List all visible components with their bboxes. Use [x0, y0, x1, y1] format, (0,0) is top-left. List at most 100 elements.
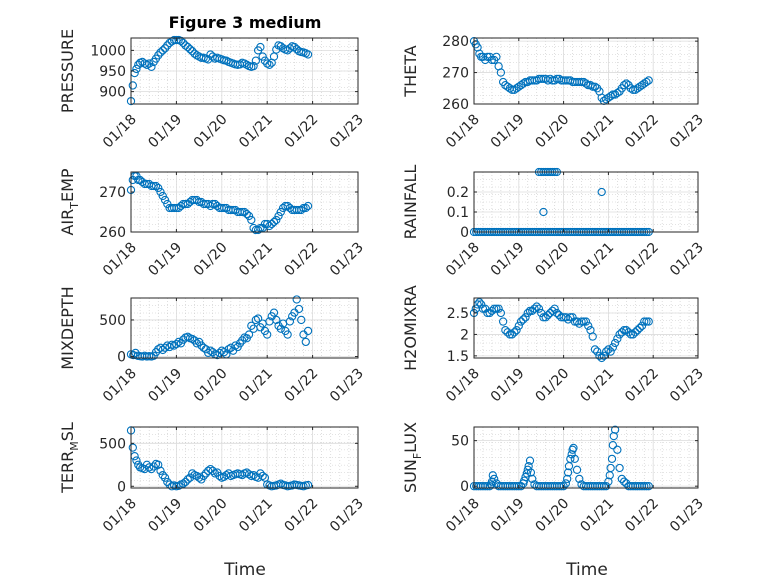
- data-point: [301, 337, 310, 347]
- x-tick-label: 01/20: [533, 366, 573, 406]
- subplot-terr-msl: 01/18 01/19 01/20 01/21 01/22 01/23 0 500 TERRMS…: [58, 422, 367, 535]
- data-point: [263, 330, 272, 339]
- data-point: [570, 454, 579, 464]
- data-point: [610, 338, 620, 348]
- x-tick-label: 01/23: [327, 112, 367, 152]
- data-point: [251, 315, 260, 325]
- data-point: [147, 464, 156, 474]
- data-point: [299, 203, 308, 213]
- data-point: [490, 474, 499, 484]
- data-point: [519, 315, 528, 324]
- data-point: [219, 347, 229, 357]
- data-point: [301, 203, 310, 213]
- data-point: [265, 60, 274, 69]
- data-point: [183, 475, 192, 484]
- data-point: [530, 304, 539, 313]
- x-tick-label: 01/20: [533, 496, 573, 536]
- data-point: [213, 350, 222, 360]
- data-point: [607, 454, 617, 464]
- data-point: [622, 79, 631, 88]
- data-point: [512, 325, 521, 335]
- y-axis-label: SUNFLUX: [401, 422, 424, 493]
- data-point: [172, 35, 181, 45]
- data-point: [128, 443, 137, 452]
- data-point: [563, 474, 572, 484]
- data-point: [631, 328, 640, 337]
- x-tick-label: 01/21: [577, 112, 617, 152]
- y-tick-label: 280: [442, 34, 469, 50]
- data-point: [483, 308, 492, 318]
- x-tick-label: 01/19: [488, 240, 528, 280]
- data-point: [163, 41, 172, 50]
- data-point: [577, 317, 586, 326]
- x-axis-label-right: Time: [565, 560, 608, 580]
- data-point: [185, 44, 195, 54]
- data-point: [526, 468, 536, 477]
- x-tick-label: 01/23: [667, 112, 707, 152]
- data-point: [644, 317, 653, 326]
- data-point: [165, 342, 174, 352]
- x-tick-label: 01/18: [100, 112, 140, 152]
- data-point: [158, 46, 167, 55]
- data-point: [208, 466, 217, 475]
- data-point: [586, 80, 595, 90]
- y-axis-label: TERRMSL: [58, 422, 81, 494]
- data-point: [568, 313, 577, 322]
- y-tick-label: 0.2: [447, 185, 469, 201]
- x-tick-label: 01/21: [236, 366, 276, 406]
- data-point: [269, 308, 279, 317]
- data-point: [628, 330, 638, 339]
- x-tick-label: 01/21: [236, 240, 276, 280]
- data-point: [532, 302, 541, 311]
- data-point: [276, 207, 285, 217]
- data-point: [644, 482, 653, 491]
- data-point: [192, 195, 201, 205]
- y-axis-label: PRESSURE: [58, 29, 77, 113]
- y-tick-label: 0: [460, 225, 469, 241]
- data-point: [181, 477, 190, 487]
- x-tick-label: 01/19: [145, 112, 185, 152]
- y-tick-label: 0: [117, 350, 126, 366]
- figure-title: Figure 3 medium: [169, 13, 322, 32]
- x-tick-label: 01/22: [282, 112, 322, 152]
- data-point: [181, 199, 190, 209]
- data-point: [172, 203, 181, 213]
- data-point: [249, 61, 258, 71]
- data-point: [505, 330, 514, 339]
- data-point: [238, 207, 247, 217]
- axes-box: [473, 426, 699, 489]
- data-point: [590, 82, 600, 91]
- data-point: [128, 81, 137, 90]
- data-point: [619, 80, 629, 90]
- data-point: [303, 201, 313, 211]
- data-point: [557, 482, 566, 491]
- x-tick-label: 01/20: [191, 112, 231, 152]
- data-point: [253, 225, 263, 235]
- data-point: [640, 482, 649, 491]
- data-point: [276, 324, 285, 333]
- x-tick-label: 01/20: [191, 366, 231, 406]
- data-point: [615, 330, 624, 339]
- x-tick-label: 01/22: [622, 496, 662, 536]
- data-point: [550, 304, 559, 313]
- data-point: [297, 315, 306, 325]
- data-point: [490, 304, 499, 313]
- data-point: [292, 295, 301, 304]
- data-point: [272, 315, 281, 325]
- data-point: [496, 308, 506, 318]
- data-point: [577, 77, 586, 87]
- data-point: [206, 50, 215, 59]
- data-point: [608, 343, 618, 352]
- data-point: [149, 462, 158, 471]
- data-point: [602, 482, 611, 491]
- x-tick-label: 01/23: [327, 496, 367, 536]
- subplot-theta: 01/18 01/19 01/20 01/21 01/22 01/23 260 270 280 T…: [401, 34, 707, 151]
- data-point: [581, 79, 591, 88]
- data-point: [514, 321, 523, 331]
- x-tick-label: 01/19: [488, 496, 528, 536]
- x-tick-label: 01/19: [488, 112, 528, 152]
- x-tick-label: 01/22: [282, 496, 322, 536]
- data-point: [244, 211, 254, 221]
- subplot-rainfall: 01/18 01/19 01/20 01/21 01/22 01/23 0 0.1 0.2 RAI…: [401, 165, 707, 280]
- x-tick-label: 01/21: [236, 496, 276, 536]
